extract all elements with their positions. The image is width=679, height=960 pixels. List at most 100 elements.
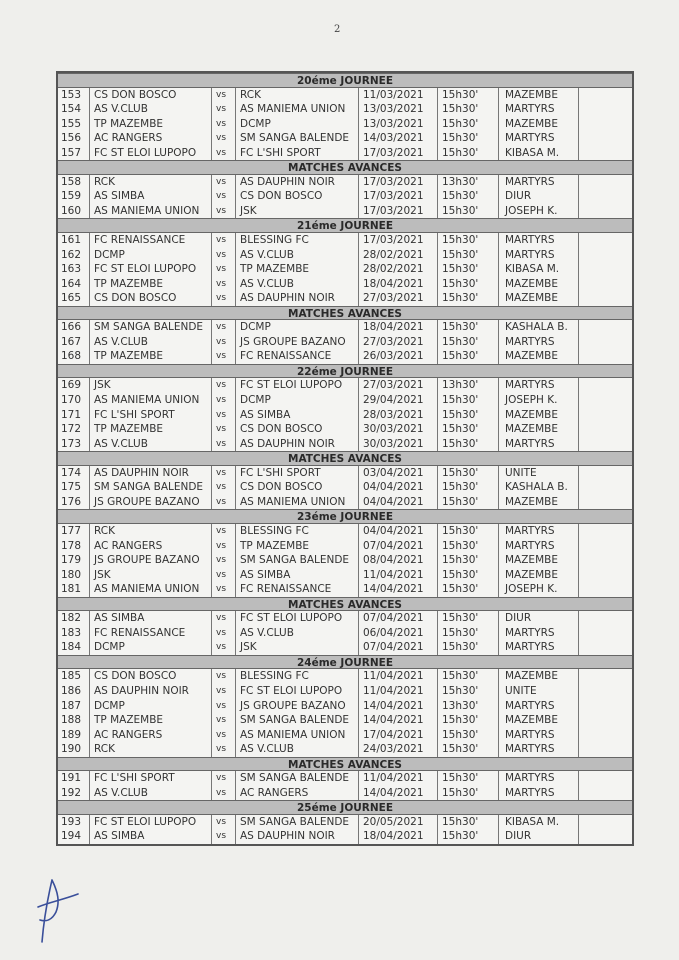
section-header: 20éme JOURNEE <box>58 73 632 88</box>
kickoff-time: 15h30' <box>442 190 479 203</box>
kickoff-time: 15h30' <box>442 670 479 683</box>
vs-label: vs <box>216 191 227 202</box>
vs-label: vs <box>216 147 227 158</box>
match-row: 172 TP MAZEMBE vs CS DON BOSCO 30/03/2021 15h… <box>58 422 632 437</box>
match-date: 18/04/2021 <box>363 321 424 334</box>
stadium: DIUR <box>505 612 532 625</box>
match-number: 191 <box>61 772 82 785</box>
match-number: 187 <box>61 699 82 712</box>
match-row: 153 CS DON BOSCO vs RCK 11/03/2021 15h30' MAZE… <box>58 88 632 103</box>
stadium: MAZEMBE <box>505 408 558 421</box>
match-number: 167 <box>61 335 82 348</box>
home-team: TP MAZEMBE <box>94 350 164 363</box>
stadium: KIBASA M. <box>505 146 560 159</box>
column-divider <box>498 174 499 219</box>
column-divider <box>89 814 90 844</box>
away-team: CS DON BOSCO <box>240 190 323 203</box>
match-row: 181 AS MANIEMA UNION vs FC RENAISSANCE 14/04… <box>58 582 632 597</box>
home-team: CS DON BOSCO <box>94 292 177 305</box>
away-team: FC RENAISSANCE <box>240 583 332 596</box>
match-row: 169 JSK vs FC ST ELOI LUPOPO 27/03/2021 13h30… <box>58 378 632 393</box>
kickoff-time: 15h30' <box>442 132 479 145</box>
vs-label: vs <box>216 482 227 493</box>
away-team: AC RANGERS <box>240 786 309 799</box>
column-divider <box>235 523 236 597</box>
vs-label: vs <box>216 642 227 653</box>
kickoff-time: 15h30' <box>442 583 479 596</box>
match-date: 04/04/2021 <box>363 495 424 508</box>
vs-label: vs <box>216 787 227 798</box>
vs-label: vs <box>216 540 227 551</box>
home-team: AS V.CLUB <box>94 335 148 348</box>
stadium: MARTYRS <box>505 786 555 799</box>
home-team: RCK <box>94 743 115 756</box>
home-team: FC ST ELOI LUPOPO <box>94 815 197 828</box>
column-divider <box>358 771 359 801</box>
match-row: 158 RCK vs AS DAUPHIN NOIR 17/03/2021 13h30' M… <box>58 175 632 190</box>
column-divider <box>211 465 212 510</box>
stadium: MARTYRS <box>505 335 555 348</box>
match-date: 07/04/2021 <box>363 539 424 552</box>
kickoff-time: 15h30' <box>442 830 479 843</box>
column-divider <box>89 233 90 306</box>
home-team: JSK <box>94 568 111 581</box>
match-number: 175 <box>61 481 82 494</box>
kickoff-time: 15h30' <box>442 626 479 639</box>
match-number: 178 <box>61 539 82 552</box>
away-team: AS V.CLUB <box>240 248 294 261</box>
match-number: 163 <box>61 263 82 276</box>
vs-label: vs <box>216 496 227 507</box>
match-row: 182 AS SIMBA vs FC ST ELOI LUPOPO 07/04/2021… <box>58 611 632 626</box>
stadium: MARTYRS <box>505 524 555 537</box>
column-divider <box>498 771 499 801</box>
column-divider <box>437 320 438 364</box>
kickoff-time: 15h30' <box>442 554 479 567</box>
section-matches: 185 CS DON BOSCO vs BLESSING FC 11/04/2021 15… <box>58 669 632 757</box>
column-divider <box>89 611 90 655</box>
away-team: BLESSING FC <box>240 670 309 683</box>
match-number: 156 <box>61 132 82 145</box>
match-number: 172 <box>61 423 82 436</box>
match-row: 164 TP MAZEMBE vs AS V.CLUB 18/04/2021 15h30'… <box>58 277 632 292</box>
kickoff-time: 15h30' <box>442 292 479 305</box>
match-row: 189 AC RANGERS vs AS MANIEMA UNION 17/04/202… <box>58 728 632 743</box>
vs-label: vs <box>216 438 227 449</box>
match-row: 190 RCK vs AS V.CLUB 24/03/2021 15h30' MARTYRS <box>58 742 632 757</box>
stadium: MARTYRS <box>505 626 555 639</box>
column-divider <box>578 669 579 757</box>
column-divider <box>578 611 579 655</box>
match-date: 30/03/2021 <box>363 437 424 450</box>
column-divider <box>578 174 579 219</box>
vs-label: vs <box>216 351 227 362</box>
away-team: AS V.CLUB <box>240 277 294 290</box>
away-team: AS V.CLUB <box>240 743 294 756</box>
column-divider <box>358 320 359 364</box>
column-divider <box>498 669 499 757</box>
match-date: 07/04/2021 <box>363 612 424 625</box>
column-divider <box>358 814 359 844</box>
match-date: 14/04/2021 <box>363 786 424 799</box>
vs-label: vs <box>216 671 227 682</box>
match-date: 27/03/2021 <box>363 379 424 392</box>
column-divider <box>437 465 438 510</box>
away-team: FC L'SHI SPORT <box>240 146 321 159</box>
match-row: 193 FC ST ELOI LUPOPO vs SM SANGA BALENDE 20… <box>58 815 632 830</box>
kickoff-time: 15h30' <box>442 466 479 479</box>
home-team: DCMP <box>94 699 125 712</box>
stadium: DIUR <box>505 190 532 203</box>
match-row: 191 FC L'SHI SPORT vs SM SANGA BALENDE 11/04… <box>58 771 632 786</box>
vs-label: vs <box>216 584 227 595</box>
match-number: 173 <box>61 437 82 450</box>
vs-label: vs <box>216 235 227 246</box>
kickoff-time: 15h30' <box>442 88 479 101</box>
stadium: UNITE <box>505 684 537 697</box>
section-matches: 169 JSK vs FC ST ELOI LUPOPO 27/03/2021 13h30… <box>58 378 632 452</box>
match-date: 20/05/2021 <box>363 815 424 828</box>
vs-label: vs <box>216 816 227 827</box>
stadium: MAZEMBE <box>505 350 558 363</box>
away-team: FC ST ELOI LUPOPO <box>240 379 343 392</box>
match-number: 161 <box>61 234 82 247</box>
column-divider <box>437 523 438 597</box>
stadium: MAZEMBE <box>505 292 558 305</box>
match-row: 186 AS DAUPHIN NOIR vs FC ST ELOI LUPOPO 11/… <box>58 684 632 699</box>
